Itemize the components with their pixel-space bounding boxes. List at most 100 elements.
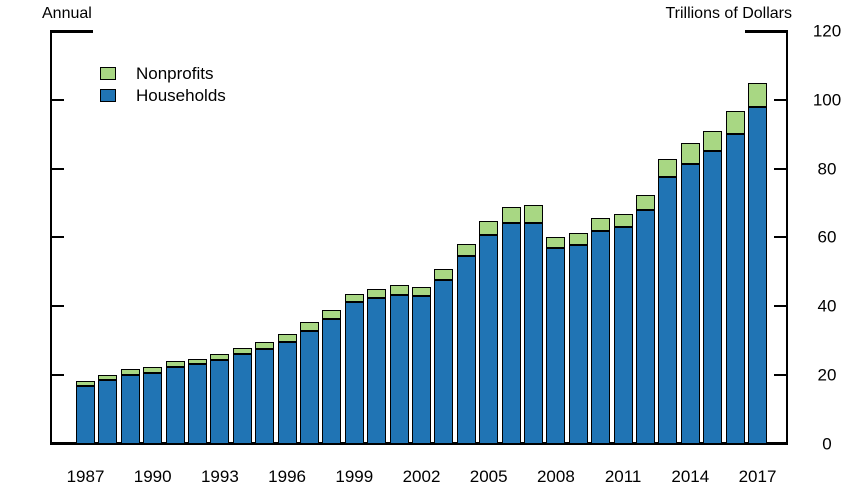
x-axis-label-2014: 2014 xyxy=(671,467,710,486)
bar-households-2012 xyxy=(636,210,655,444)
bar-nonprofits-1999 xyxy=(344,293,364,302)
y-tick-right-40 xyxy=(774,305,786,307)
y-tick-left-60 xyxy=(52,236,64,239)
bar-nonprofits-2007 xyxy=(524,204,543,224)
bar-households-2016 xyxy=(725,134,745,444)
x-axis-label-1993: 1993 xyxy=(200,467,239,486)
x-axis-label-2002: 2002 xyxy=(402,467,441,486)
y-tick-right-80 xyxy=(774,167,786,170)
y-axis-label-40: 40 xyxy=(817,296,837,316)
bar-households-2009 xyxy=(568,245,588,444)
y-tick-right-20 xyxy=(774,373,786,376)
bar-households-2002 xyxy=(412,295,431,444)
bar-households-2010 xyxy=(591,231,611,444)
legend-label-nonprofits: Nonprofits xyxy=(136,63,214,83)
x-axis-label-2005: 2005 xyxy=(469,467,508,486)
bar-households-1987 xyxy=(76,386,95,444)
bar-nonprofits-1992 xyxy=(188,358,207,365)
x-axis-label-2017: 2017 xyxy=(738,467,777,486)
y-tick-left-20 xyxy=(52,373,64,376)
bar-nonprofits-1990 xyxy=(143,367,163,373)
y-axis-label-100: 100 xyxy=(812,90,842,110)
households-swatch-icon xyxy=(100,88,116,102)
right-axis-top-cap xyxy=(745,30,788,33)
bar-nonprofits-2013 xyxy=(658,159,678,178)
bar-households-2015 xyxy=(703,150,723,444)
bar-households-1999 xyxy=(344,301,364,444)
bar-households-2005 xyxy=(479,234,499,444)
y-tick-left-80 xyxy=(52,167,64,170)
bar-nonprofits-2011 xyxy=(613,213,633,227)
bar-households-1995 xyxy=(255,348,275,444)
y-axis-label-80: 80 xyxy=(817,159,837,178)
y-tick-left-100 xyxy=(52,98,64,101)
y-axis-label-20: 20 xyxy=(817,365,837,385)
x-axis-label-2011: 2011 xyxy=(604,467,642,486)
y-axis-label-120: 120 xyxy=(812,21,842,41)
bar-nonprofits-2005 xyxy=(479,221,499,235)
bar-nonprofits-2009 xyxy=(568,232,588,246)
bar-nonprofits-2016 xyxy=(725,111,745,135)
bar-nonprofits-2010 xyxy=(591,218,611,232)
legend-item-households: Households xyxy=(100,84,226,106)
bar-nonprofits-2008 xyxy=(546,237,566,249)
legend-item-nonprofits: Nonprofits xyxy=(100,62,226,84)
bar-households-2000 xyxy=(367,297,387,444)
units-label: Trillions of Dollars xyxy=(665,5,792,22)
bar-households-1991 xyxy=(165,367,185,444)
bar-households-2013 xyxy=(658,177,678,444)
bar-nonprofits-1993 xyxy=(210,353,230,360)
bar-nonprofits-2001 xyxy=(389,285,409,295)
frequency-label: Annual xyxy=(42,5,92,22)
bar-nonprofits-2003 xyxy=(434,268,454,281)
legend-label-households: Households xyxy=(136,85,226,105)
bar-nonprofits-2002 xyxy=(412,287,431,296)
y-axis-label-60: 60 xyxy=(817,227,837,247)
bar-households-1998 xyxy=(322,319,342,444)
bar-nonprofits-2004 xyxy=(456,244,476,257)
bar-households-2001 xyxy=(389,295,409,444)
bar-nonprofits-1991 xyxy=(165,361,185,368)
bar-nonprofits-2012 xyxy=(636,194,655,211)
legend: Nonprofits Households xyxy=(100,62,226,106)
bar-households-2004 xyxy=(456,256,476,444)
y-tick-left-40 xyxy=(52,305,64,307)
bar-households-1993 xyxy=(210,359,230,444)
bar-nonprofits-1998 xyxy=(322,310,342,320)
bar-nonprofits-2000 xyxy=(367,289,387,298)
bar-households-1992 xyxy=(188,364,207,444)
x-axis-label-2008: 2008 xyxy=(536,467,575,486)
bar-households-1988 xyxy=(98,379,118,444)
bar-households-1989 xyxy=(120,374,140,444)
right-axis-line xyxy=(786,30,788,444)
bar-nonprofits-1987 xyxy=(76,380,95,387)
y-axis-label-0: 0 xyxy=(822,434,832,453)
bar-households-1990 xyxy=(143,372,163,444)
x-axis-label-1996: 1996 xyxy=(268,467,307,486)
bar-nonprofits-2006 xyxy=(501,207,521,223)
left-axis-top-cap xyxy=(50,30,93,33)
bar-nonprofits-1988 xyxy=(98,375,118,380)
bar-nonprofits-1996 xyxy=(277,333,297,342)
bar-households-1997 xyxy=(300,331,319,444)
bar-nonprofits-2015 xyxy=(703,131,723,151)
bar-nonprofits-2014 xyxy=(680,142,700,165)
bar-households-2008 xyxy=(546,248,566,444)
nonprofits-swatch-icon xyxy=(100,66,116,80)
bar-households-2003 xyxy=(434,280,454,444)
bar-households-2017 xyxy=(748,107,767,444)
x-axis-label-1999: 1999 xyxy=(335,467,374,486)
x-axis-label-1990: 1990 xyxy=(133,467,172,486)
bar-nonprofits-2017 xyxy=(748,82,767,108)
bar-households-2006 xyxy=(501,222,521,444)
y-tick-right-60 xyxy=(774,236,786,239)
bar-nonprofits-1989 xyxy=(120,368,140,375)
x-axis-label-1987: 1987 xyxy=(66,467,105,486)
bar-nonprofits-1995 xyxy=(255,342,275,349)
bar-households-2011 xyxy=(613,226,633,444)
bar-households-1996 xyxy=(277,341,297,444)
bar-nonprofits-1997 xyxy=(300,322,319,332)
y-tick-right-100 xyxy=(774,98,786,101)
bar-households-1994 xyxy=(232,353,252,444)
